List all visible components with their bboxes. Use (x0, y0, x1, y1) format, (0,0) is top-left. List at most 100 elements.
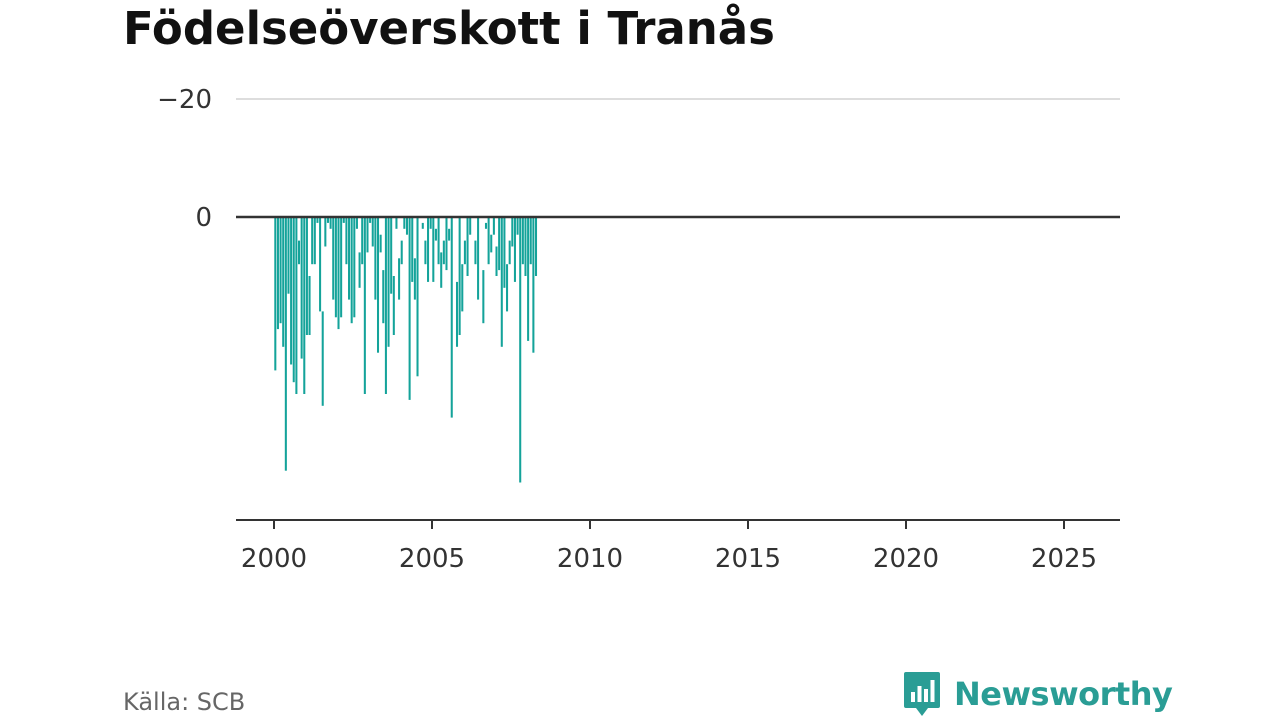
bar-3 (282, 217, 285, 347)
bar-16 (316, 217, 319, 223)
bar-52 (411, 217, 414, 282)
bar-31 (355, 217, 358, 229)
bar-42 (384, 217, 387, 394)
bar-56 (421, 222, 424, 229)
bar-63 (440, 252, 443, 288)
bar-chart-logo-icon (904, 672, 940, 716)
bar-7 (292, 217, 295, 383)
bars (274, 217, 538, 483)
bar-18 (321, 311, 324, 406)
bar-9 (297, 240, 301, 265)
bar-95 (524, 217, 527, 276)
bar-26 (342, 217, 345, 223)
bar-28 (348, 217, 351, 300)
bar-92 (516, 217, 519, 235)
gridlines (236, 98, 1120, 100)
bar-6 (290, 217, 293, 365)
bar-98 (532, 217, 535, 353)
bar-70 (458, 217, 461, 335)
bar-87 (503, 217, 506, 288)
bar-0 (274, 217, 277, 371)
bar-57 (424, 240, 427, 265)
bar-5 (287, 217, 290, 294)
bar-90 (511, 217, 514, 247)
bar-73 (466, 217, 469, 276)
bar-67 (450, 217, 453, 418)
x-tick-label-2: 2010 (557, 544, 623, 574)
source-note: Källa: SCB (123, 688, 246, 716)
bar-99 (534, 217, 538, 276)
bar-86 (500, 217, 503, 347)
bar-85 (498, 217, 501, 271)
bar-25 (340, 217, 343, 318)
bar-37 (371, 217, 374, 247)
bar-8 (295, 217, 298, 394)
bar-58 (427, 217, 430, 282)
bar-83 (492, 217, 495, 235)
bar-22 (332, 217, 335, 300)
bar-96 (527, 217, 530, 341)
bar-82 (490, 234, 493, 253)
bar-89 (508, 240, 511, 265)
bar-41 (382, 270, 385, 324)
bar-33 (361, 217, 364, 265)
bar-45 (392, 276, 395, 335)
bar-94 (521, 217, 524, 265)
x-tick-label-5: 2025 (1031, 544, 1097, 574)
bar-36 (369, 217, 372, 223)
brand-name: Newsworthy (954, 675, 1173, 713)
bar-60 (432, 217, 435, 282)
bar-65 (445, 217, 448, 271)
y-tick-label-0: 0 (195, 203, 212, 233)
x-tick-label-4: 2020 (873, 544, 939, 574)
bar-11 (303, 217, 306, 394)
bar-2 (279, 217, 282, 324)
y-tick-label-1: −20 (157, 85, 212, 115)
bar-93 (519, 217, 522, 483)
bar-84 (495, 246, 498, 276)
bar-66 (448, 228, 451, 241)
bar-23 (334, 217, 337, 318)
bar-71 (461, 264, 464, 312)
bar-14 (311, 217, 314, 265)
bar-59 (429, 217, 432, 229)
bar-15 (313, 217, 316, 265)
bar-81 (487, 217, 490, 265)
bar-32 (358, 252, 361, 288)
bar-21 (329, 217, 332, 229)
bar-43 (387, 217, 390, 347)
bar-50 (405, 217, 409, 235)
bar-24 (337, 217, 340, 330)
bar-51 (408, 217, 411, 400)
bar-29 (350, 217, 353, 324)
bar-44 (390, 217, 393, 294)
bar-10 (300, 217, 303, 359)
bar-74 (469, 217, 472, 235)
bar-20 (326, 217, 330, 223)
bar-79 (482, 270, 485, 324)
bar-53 (413, 258, 416, 300)
bar-97 (529, 217, 532, 265)
bar-69 (455, 281, 459, 347)
bar-49 (403, 217, 406, 229)
x-tick-label-0: 2000 (241, 544, 307, 574)
bar-76 (474, 240, 477, 265)
bar-13 (308, 276, 311, 335)
bar-4 (284, 217, 287, 471)
x-axis-ticks: 2000 2005 2010 2015 2020 2025 (241, 520, 1097, 574)
bar-17 (319, 217, 322, 312)
bar-40 (379, 234, 382, 253)
y-axis-ticks: 0−20−40 (157, 85, 212, 233)
bar-35 (366, 217, 369, 253)
bar-72 (463, 240, 466, 265)
bar-46 (395, 217, 398, 229)
bar-39 (376, 217, 380, 353)
x-tick-label-1: 2005 (399, 544, 465, 574)
bar-30 (353, 217, 356, 318)
bar-61 (434, 228, 437, 241)
bar-80 (484, 222, 488, 229)
bar-12 (305, 217, 308, 335)
bar-34 (363, 217, 366, 394)
bar-48 (400, 240, 403, 265)
